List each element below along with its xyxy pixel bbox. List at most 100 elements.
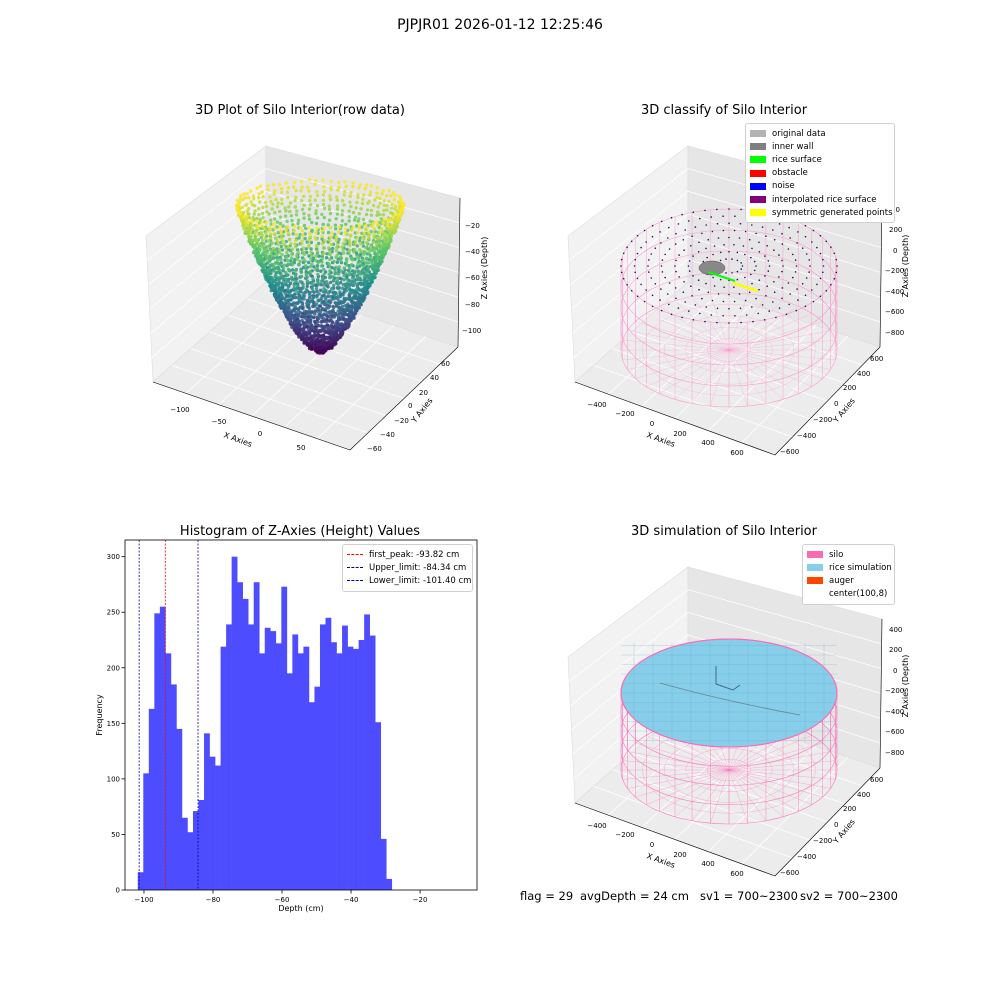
interpolated-point [733,244,735,246]
interpolated-point [773,249,775,251]
grid-line [316,335,427,439]
data-point [292,283,296,287]
legend-label: symmetric generated points [772,207,893,218]
interpolated-point [688,220,690,222]
interpolated-point [773,291,776,294]
interpolated-point [620,258,623,261]
interpolated-point [778,276,780,278]
interpolated-point [731,272,733,274]
data-point [304,247,308,251]
interpolated-point [804,235,807,238]
interpolated-point [688,310,690,312]
interpolated-point [713,285,716,287]
interpolated-point [640,246,642,249]
legend-swatch [807,564,823,572]
data-point [339,277,344,281]
data-point [317,292,321,296]
y-tick-label: −200 [813,416,832,424]
interpolated-point [767,260,770,262]
data-point [326,328,330,332]
legend-swatch [750,196,766,204]
data-point [307,324,312,328]
interpolated-point [744,230,747,233]
z-tick-label: −800 [885,749,904,757]
interpolated-point [698,288,700,291]
data-point [337,333,341,337]
data-point [314,319,318,324]
interpolated-point [728,308,730,310]
interpolated-point [692,319,695,321]
interpolated-point [796,288,798,290]
data-point [321,307,325,311]
interpolated-point [782,265,784,267]
interpolated-point [736,270,739,273]
data-point [357,303,361,308]
legend-label: original data [772,128,826,139]
interpolated-point [822,258,824,261]
interpolated-point [636,252,639,255]
data-point [335,260,339,264]
interpolated-point [698,241,700,244]
z-tick-label: 0 [893,667,897,675]
data-point [339,281,343,285]
x-tick-label: −200 [615,410,634,418]
data-point [310,281,314,285]
x-axis-label: X Axies [645,851,676,870]
interpolated-point [816,246,818,249]
data-point [296,284,300,288]
data-point [311,301,316,305]
interpolated-point [710,216,713,218]
legend-swatch [750,209,766,217]
data-point [363,283,367,287]
interpolated-point [706,256,708,259]
legend-swatch [750,169,766,177]
legend-item: interpolated rice surface [750,193,890,206]
data-point [318,310,323,314]
data-point [367,283,371,287]
data-point [330,298,334,302]
data-point [317,254,321,258]
interpolated-point [765,295,767,297]
sv1-readout: sv1 = 700~2300 [700,889,798,903]
data-point [352,296,356,301]
data-point [345,247,349,252]
data-point [304,288,309,292]
data-point [292,301,296,305]
x-tick-label: 200 [673,430,686,438]
interpolated-point [761,226,764,228]
data-point [325,315,329,319]
data-point [320,296,324,300]
data-point [344,289,348,293]
data-point [330,266,334,270]
interpolated-point [752,320,754,323]
interpolated-point [660,242,662,244]
data-point [320,335,325,339]
interpolated-point [833,252,836,255]
data-point [288,290,292,294]
interpolated-point [748,291,751,294]
data-point [307,341,311,345]
interpolated-point [794,259,797,261]
data-point [305,279,310,283]
data-point [316,281,320,285]
interpolated-point [785,313,788,316]
z-axis-line [457,197,461,348]
data-point [280,283,284,287]
data-point [345,277,349,281]
interpolated-point [682,239,685,241]
data-point [322,283,326,287]
interpolated-point [792,276,794,279]
data-point [302,313,306,318]
interpolated-point [690,285,692,288]
data-point [327,300,332,305]
legend-label: inner wall [772,141,814,152]
data-point [340,304,345,308]
data-point [269,276,274,280]
data-point [310,274,314,278]
data-point [355,300,360,304]
data-point [324,301,328,305]
grid-line [149,213,460,310]
interpolated-point [688,270,691,272]
interpolated-point [761,304,764,306]
data-point [320,313,324,318]
